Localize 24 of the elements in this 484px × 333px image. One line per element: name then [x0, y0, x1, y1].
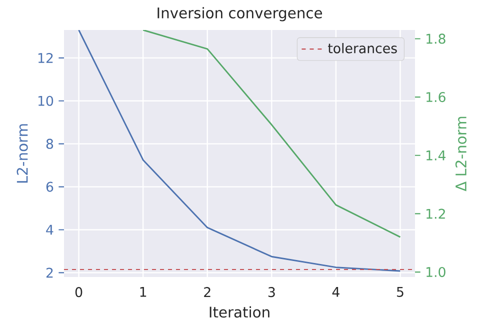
y2-tick-label: 1.0: [426, 266, 446, 278]
y-axis-title: L2-norm: [16, 124, 28, 183]
line-series: [142, 30, 401, 238]
y-tick-label: 2: [46, 268, 53, 278]
x-tick-label: 4: [332, 287, 340, 297]
y-tick-label: 8: [46, 138, 54, 149]
x-tick-label: 0: [75, 287, 82, 298]
y-tick-label: 4: [46, 224, 54, 235]
y2-axis-title: Δ L2-norm: [455, 116, 467, 192]
x-tick-label: 5: [397, 287, 404, 297]
x-tick-label: 3: [268, 287, 275, 298]
y-tick-label: 12: [38, 52, 53, 63]
y2-tick-label: 1.4: [426, 150, 446, 160]
y-tick-label: 6: [46, 182, 54, 192]
x-axis-title: Iteration: [210, 306, 270, 318]
y2-tick-label: 1.8: [426, 34, 446, 44]
x-tick-label: 2: [204, 287, 210, 297]
y2-tick-label: 1.2: [426, 208, 445, 219]
y-tick-label: 10: [38, 96, 54, 106]
y2-tick-label: 1.6: [426, 92, 446, 102]
x-tick-label: 1: [140, 287, 146, 297]
legend-label: tolerances: [328, 42, 397, 54]
line-series: [78, 30, 401, 272]
chart-title: Inversion convergence: [158, 7, 322, 22]
